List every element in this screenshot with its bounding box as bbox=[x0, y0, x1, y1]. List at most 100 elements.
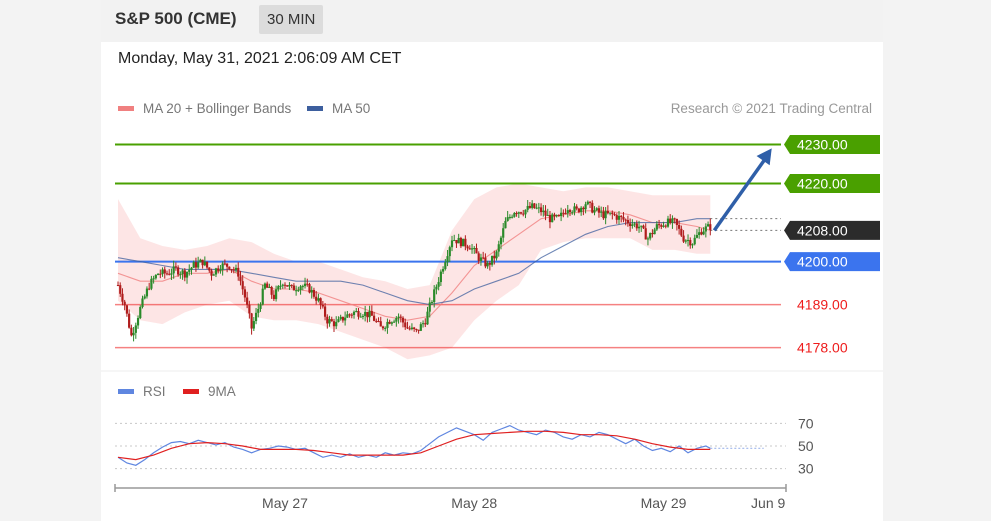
candle-body bbox=[406, 327, 409, 329]
candle-body bbox=[642, 225, 645, 229]
level-badge-label: 4208.00 bbox=[797, 222, 848, 238]
candle-body bbox=[678, 224, 681, 229]
candle-body bbox=[555, 215, 558, 217]
candle-body bbox=[646, 238, 650, 240]
candle-body bbox=[539, 207, 543, 213]
candle-body bbox=[232, 269, 235, 271]
candle-body bbox=[297, 290, 300, 292]
candle-body bbox=[352, 311, 356, 316]
candle-body bbox=[246, 297, 249, 305]
candle-body bbox=[141, 298, 144, 308]
candle-body bbox=[577, 208, 581, 213]
candle-body bbox=[622, 217, 625, 220]
rsi-ma-legend-swatch bbox=[183, 389, 199, 394]
candle-body bbox=[252, 321, 255, 329]
candle-body bbox=[332, 321, 336, 327]
rsi-ma-line bbox=[117, 430, 711, 461]
candle-body bbox=[673, 218, 676, 220]
forecast-arrow-head bbox=[756, 148, 772, 166]
candle-body bbox=[370, 311, 373, 316]
candle-body bbox=[502, 228, 505, 238]
rsi-legend-label: RSI bbox=[143, 384, 166, 399]
candle-body bbox=[205, 261, 209, 268]
candle-body bbox=[226, 263, 229, 267]
candle-body bbox=[444, 262, 447, 270]
candle-body bbox=[339, 316, 342, 320]
candle-body bbox=[277, 286, 280, 290]
candle-body bbox=[261, 288, 264, 305]
candle-body bbox=[468, 248, 471, 250]
candle-body bbox=[125, 305, 129, 314]
candle-body bbox=[415, 329, 418, 331]
candle-body bbox=[533, 203, 536, 209]
candle-body bbox=[203, 261, 206, 266]
candle-body bbox=[560, 212, 563, 217]
candle-body bbox=[700, 232, 703, 235]
candle-body bbox=[493, 255, 496, 259]
candle-body bbox=[312, 289, 316, 297]
candle-body bbox=[568, 210, 572, 213]
candle-body bbox=[243, 289, 247, 298]
candle-body bbox=[257, 308, 260, 313]
candle-body bbox=[372, 315, 376, 321]
candle-body bbox=[152, 278, 155, 280]
candle-body bbox=[292, 285, 296, 291]
candle-body bbox=[321, 304, 324, 307]
candle-body bbox=[286, 285, 289, 287]
candle-body bbox=[172, 266, 175, 274]
candle-body bbox=[212, 274, 215, 276]
candle-body bbox=[624, 219, 627, 221]
candle-body bbox=[308, 284, 311, 293]
candle-body bbox=[524, 209, 527, 215]
candle-body bbox=[553, 214, 556, 217]
candle-body bbox=[506, 217, 509, 221]
candle-body bbox=[582, 207, 585, 210]
candle-body bbox=[620, 215, 623, 218]
candle-body bbox=[706, 224, 710, 227]
ma50-legend-label: MA 50 bbox=[332, 101, 370, 116]
candle-body bbox=[566, 210, 569, 214]
candle-body bbox=[379, 321, 382, 327]
candle-body bbox=[201, 259, 204, 266]
candle-body bbox=[522, 213, 525, 215]
candle-body bbox=[248, 304, 251, 314]
candle-body bbox=[482, 257, 485, 259]
rsi-legend-swatch bbox=[118, 389, 134, 394]
candle-body bbox=[437, 282, 440, 287]
candle-body bbox=[165, 273, 169, 275]
candle-body bbox=[466, 246, 469, 249]
candle-body bbox=[430, 302, 434, 304]
candle-body bbox=[419, 324, 422, 331]
level-badge-label: 4200.00 bbox=[797, 254, 848, 270]
candle-body bbox=[330, 319, 333, 322]
candle-body bbox=[657, 224, 661, 226]
candle-body bbox=[562, 212, 565, 214]
candle-body bbox=[693, 237, 696, 245]
candle-body bbox=[515, 213, 518, 215]
candle-body bbox=[446, 256, 449, 263]
interval-badge[interactable]: 30 MIN bbox=[259, 5, 324, 34]
candle-body bbox=[490, 255, 494, 265]
candle-body bbox=[148, 288, 151, 290]
candle-body bbox=[319, 298, 322, 305]
candle-body bbox=[132, 332, 135, 336]
level-badge-resistance bbox=[784, 134, 880, 154]
candle-body bbox=[575, 206, 578, 209]
level-badge-resistance bbox=[784, 174, 880, 193]
candle-body bbox=[637, 226, 641, 229]
candle-body bbox=[190, 267, 193, 270]
rsi-line bbox=[117, 424, 711, 466]
candle-body bbox=[270, 286, 273, 295]
candle-body bbox=[377, 321, 380, 323]
candle-body bbox=[635, 223, 638, 229]
candle-body bbox=[386, 321, 389, 328]
candle-body bbox=[281, 284, 284, 286]
candle-body bbox=[604, 211, 607, 219]
candle-body bbox=[633, 223, 636, 225]
chart-card: S&P 500 (CME) 30 MIN Monday, May 31, 202… bbox=[101, 0, 883, 521]
candle-body bbox=[513, 213, 516, 217]
candle-body bbox=[410, 327, 414, 330]
candle-body bbox=[695, 235, 699, 238]
candle-body bbox=[450, 240, 454, 248]
candle-body bbox=[263, 283, 267, 289]
